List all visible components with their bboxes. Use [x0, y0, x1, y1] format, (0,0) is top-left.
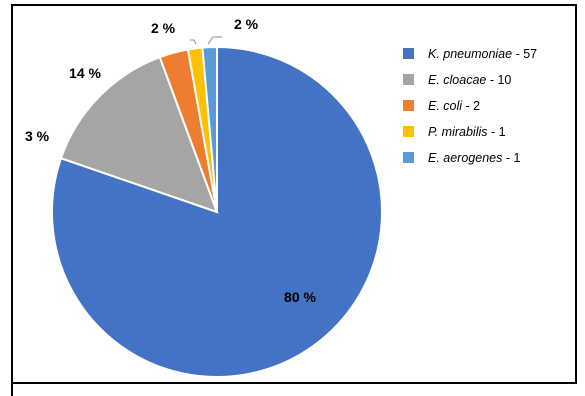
- legend-label-p-mirabilis: P. mirabilis - 1: [428, 125, 506, 139]
- frame-border-left: [11, 4, 13, 396]
- legend-entry-e-aerogenes: E. aerogenes - 1: [403, 151, 520, 165]
- legend-label-e-coli: E. coli - 2: [428, 99, 480, 113]
- data-label-p-mirabilis: 2 %: [151, 20, 176, 36]
- pie-slice-k-pneumoniae: [51, 45, 383, 378]
- legend-swatch-k-pneumoniae: [403, 48, 414, 59]
- legend-swatch-p-mirabilis: [403, 126, 414, 137]
- legend-entry-e-coli: E. coli - 2: [403, 99, 480, 113]
- frame-border-top: [11, 4, 577, 6]
- data-label-e-coli: 3 %: [25, 128, 50, 144]
- data-label-e-cloacae: 14 %: [69, 65, 101, 81]
- legend-label-k-pneumoniae: K. pneumoniae - 57: [428, 47, 537, 61]
- pie-slice-e-aerogenes: [201, 45, 218, 213]
- legend-label-e-aerogenes: E. aerogenes - 1: [428, 151, 520, 165]
- legend-swatch-e-cloacae: [403, 74, 414, 85]
- data-labels: 80 % 14 % 3 % 2 % 2 %: [25, 16, 317, 305]
- pie-slice-e-cloacae: [59, 55, 219, 214]
- legend: K. pneumoniae - 57 E. cloacae - 10 E. coli…: [403, 47, 537, 165]
- legend-entry-p-mirabilis: P. mirabilis - 1: [403, 125, 506, 139]
- data-label-e-aerogenes: 2 %: [234, 16, 259, 32]
- legend-entry-e-cloacae: E. cloacae - 10: [403, 73, 511, 87]
- leader-line-p-mirabilis: [190, 39, 197, 45]
- legend-label-e-cloacae: E. cloacae - 10: [428, 73, 511, 87]
- frame-border-bottom: [11, 382, 577, 384]
- legend-entry-k-pneumoniae: K. pneumoniae - 57: [403, 47, 537, 61]
- leader-line-e-aerogenes: [207, 36, 222, 45]
- legend-swatch-e-aerogenes: [403, 152, 414, 163]
- leader-lines: [190, 36, 222, 45]
- data-label-k-pneumoniae: 80 %: [284, 289, 316, 305]
- pie-slices: [51, 45, 383, 378]
- frame-border-right: [575, 4, 577, 384]
- legend-swatch-e-coli: [403, 100, 414, 111]
